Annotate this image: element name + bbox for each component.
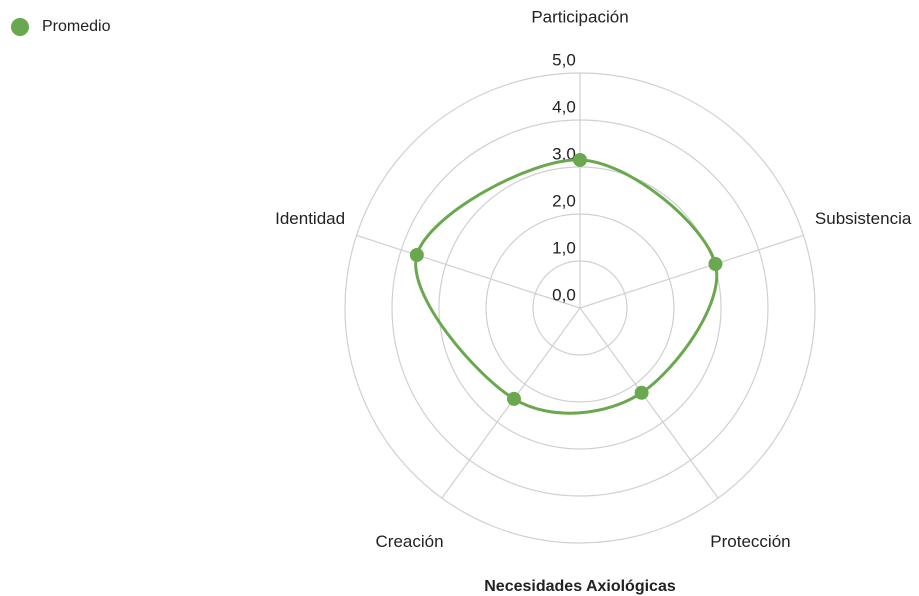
r-tick-label: 5,0 bbox=[552, 50, 576, 69]
legend-marker bbox=[11, 18, 29, 36]
data-point bbox=[634, 385, 649, 400]
r-tick-label: 0,0 bbox=[552, 285, 576, 304]
axis-label: Creación bbox=[376, 532, 444, 551]
r-tick-label: 4,0 bbox=[552, 97, 576, 116]
r-tick-label: 3,0 bbox=[552, 144, 576, 163]
data-point bbox=[409, 247, 424, 262]
axis-label: Protección bbox=[710, 532, 790, 551]
legend-label: Promedio bbox=[42, 18, 111, 35]
spoke bbox=[579, 234, 804, 309]
data-point bbox=[708, 256, 723, 271]
axis-label: Identidad bbox=[275, 209, 345, 228]
data-point bbox=[506, 391, 521, 406]
data-point bbox=[573, 152, 587, 167]
axis-label: Participación bbox=[531, 7, 628, 26]
spoke bbox=[356, 234, 581, 309]
series-line bbox=[414, 158, 719, 415]
spoke bbox=[579, 307, 719, 499]
r-tick-label: 2,0 bbox=[552, 191, 576, 210]
chart-title: Necesidades Axiológicas bbox=[484, 578, 676, 595]
axis-label: Subsistencia bbox=[815, 209, 912, 228]
r-tick-label: 1,0 bbox=[552, 238, 576, 257]
